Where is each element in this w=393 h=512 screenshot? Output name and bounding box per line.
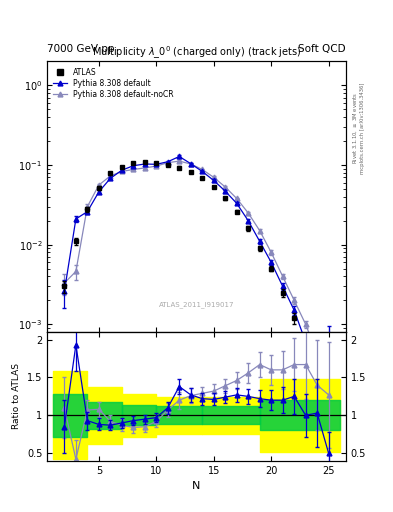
Text: 7000 GeV pp: 7000 GeV pp bbox=[47, 44, 115, 54]
Title: Multiplicity $\lambda\_0^0$ (charged only) (track jets): Multiplicity $\lambda\_0^0$ (charged onl… bbox=[92, 45, 301, 61]
X-axis label: N: N bbox=[192, 481, 201, 491]
Y-axis label: Ratio to ATLAS: Ratio to ATLAS bbox=[12, 364, 21, 430]
Text: mcplots.cern.ch [arXiv:1306.3436]: mcplots.cern.ch [arXiv:1306.3436] bbox=[360, 82, 365, 174]
Text: Rivet 3.1.10, $\geq$ 3M events: Rivet 3.1.10, $\geq$ 3M events bbox=[352, 92, 359, 164]
Text: ATLAS_2011_I919017: ATLAS_2011_I919017 bbox=[159, 302, 234, 308]
Legend: ATLAS, Pythia 8.308 default, Pythia 8.308 default-noCR: ATLAS, Pythia 8.308 default, Pythia 8.30… bbox=[51, 65, 176, 101]
Text: Soft QCD: Soft QCD bbox=[298, 44, 346, 54]
